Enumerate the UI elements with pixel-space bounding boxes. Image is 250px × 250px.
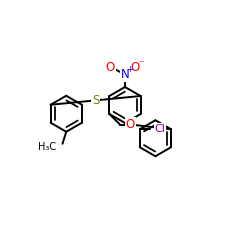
Text: Cl: Cl [154, 124, 165, 134]
Text: N: N [120, 68, 130, 81]
Text: +: + [126, 65, 133, 74]
Text: O: O [106, 61, 115, 74]
Text: ⁻: ⁻ [138, 59, 144, 69]
Text: O: O [130, 61, 140, 74]
Text: S: S [92, 94, 99, 107]
Text: H₃C: H₃C [38, 142, 56, 152]
Text: O: O [126, 118, 135, 131]
